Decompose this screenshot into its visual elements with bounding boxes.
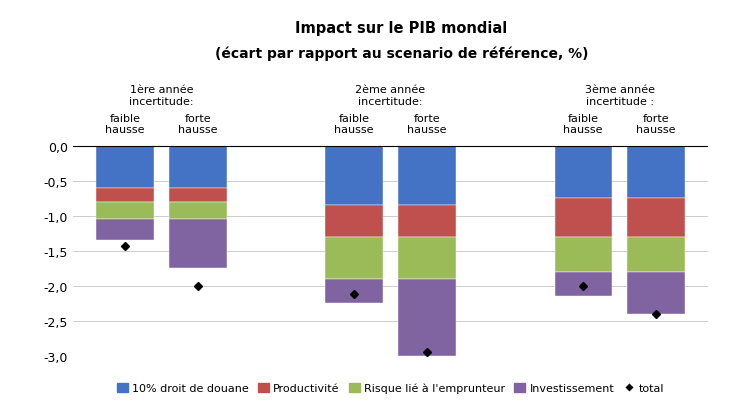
- Bar: [326, 206, 383, 237]
- Bar: [96, 189, 154, 202]
- Text: forte
hausse: forte hausse: [178, 113, 218, 135]
- Bar: [169, 147, 226, 189]
- Bar: [627, 272, 685, 314]
- Bar: [96, 220, 154, 241]
- Text: faible
hausse: faible hausse: [334, 113, 374, 135]
- Legend: 10% droit de douane, Productivité, Risque lié à l'emprunteur, Investissement, to: 10% droit de douane, Productivité, Risqu…: [112, 378, 669, 398]
- Text: forte
hausse: forte hausse: [637, 113, 676, 135]
- Text: forte
hausse: forte hausse: [407, 113, 447, 135]
- Text: 3ème année
incertitude :: 3ème année incertitude :: [585, 85, 655, 106]
- Bar: [627, 199, 685, 237]
- Bar: [627, 147, 685, 199]
- Bar: [555, 272, 612, 297]
- Bar: [399, 206, 456, 237]
- Text: faible
hausse: faible hausse: [564, 113, 603, 135]
- Bar: [96, 202, 154, 220]
- Bar: [169, 220, 226, 269]
- Text: 2ème année
incertitude:: 2ème année incertitude:: [356, 85, 426, 106]
- Bar: [96, 147, 154, 189]
- Text: (écart par rapport au scenario de référence, %): (écart par rapport au scenario de référe…: [215, 46, 588, 61]
- Bar: [169, 202, 226, 220]
- Text: 1ère année
incertitude:: 1ère année incertitude:: [129, 85, 193, 106]
- Text: Impact sur le PIB mondial: Impact sur le PIB mondial: [296, 21, 507, 36]
- Bar: [627, 237, 685, 272]
- Bar: [555, 199, 612, 237]
- Bar: [555, 237, 612, 272]
- Bar: [326, 237, 383, 279]
- Bar: [555, 147, 612, 199]
- Bar: [399, 279, 456, 356]
- Bar: [399, 237, 456, 279]
- Bar: [326, 147, 383, 206]
- Bar: [169, 189, 226, 202]
- Bar: [399, 147, 456, 206]
- Text: faible
hausse: faible hausse: [105, 113, 145, 135]
- Bar: [326, 279, 383, 303]
